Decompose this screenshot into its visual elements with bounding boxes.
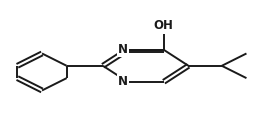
Text: N: N <box>118 43 128 56</box>
Text: N: N <box>118 75 128 88</box>
Text: OH: OH <box>154 19 174 32</box>
